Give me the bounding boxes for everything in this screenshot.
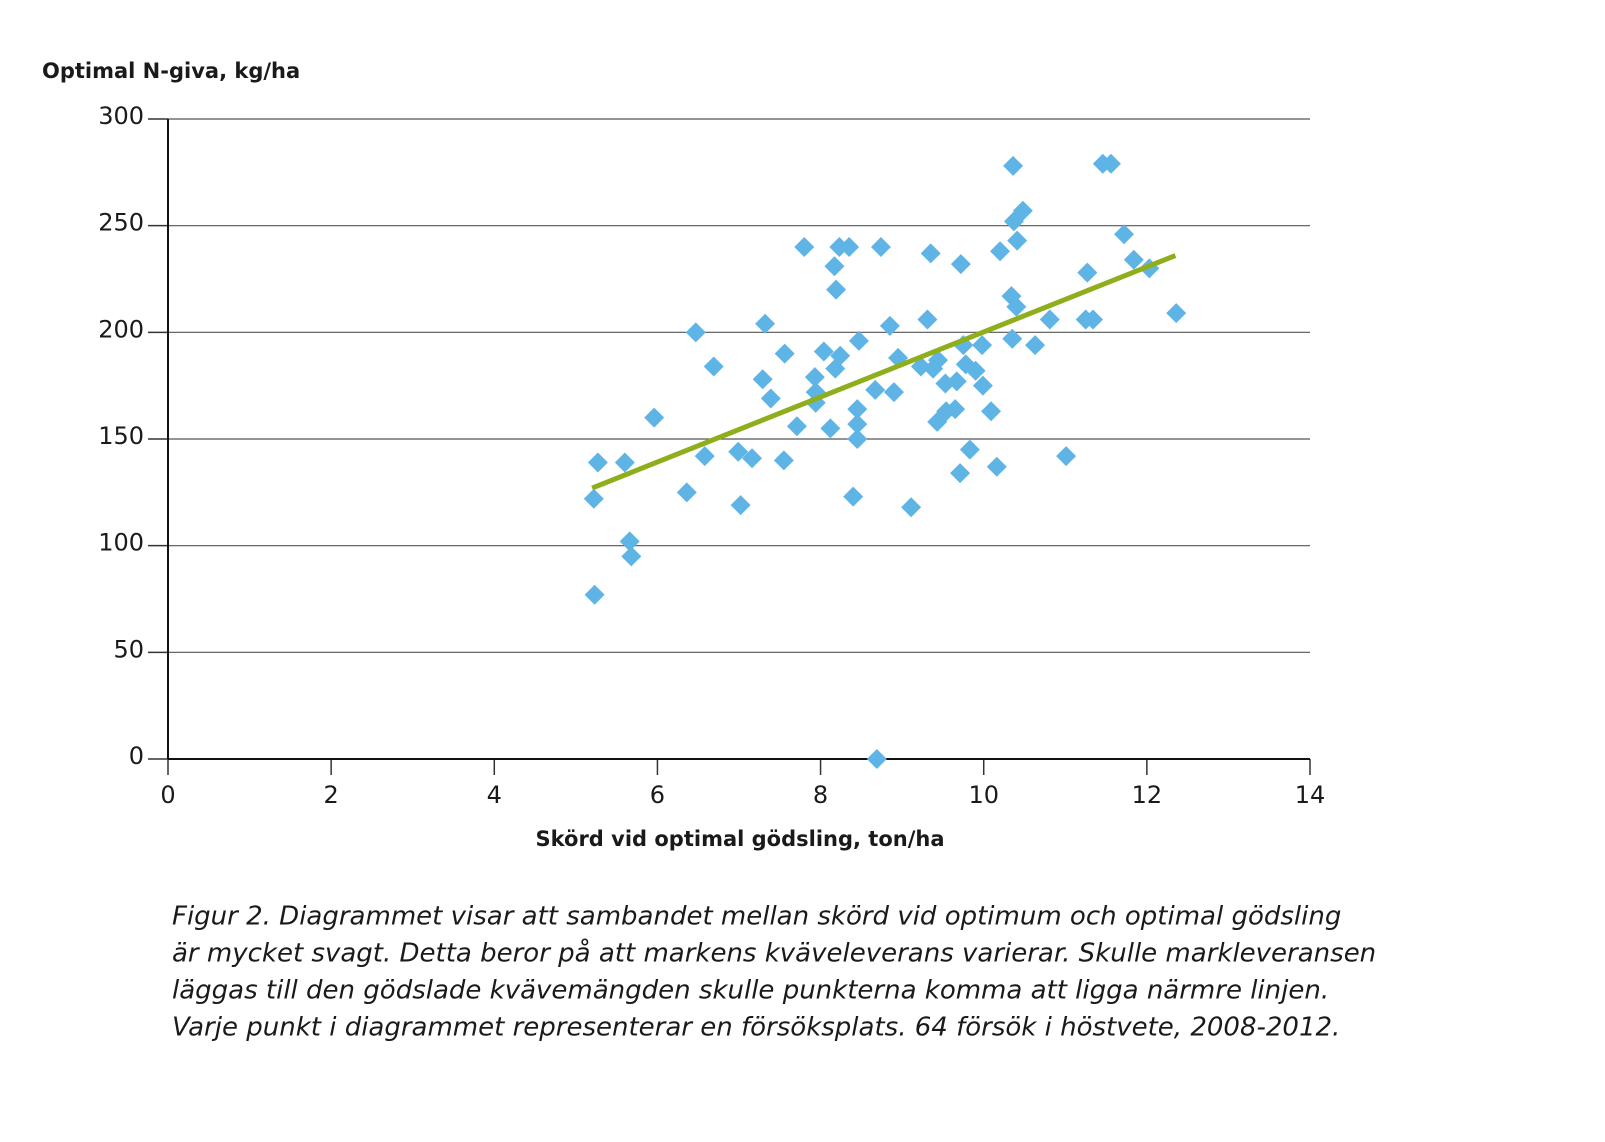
x-tick-label: 14 [1295,781,1326,809]
y-tick-label: 300 [98,102,144,130]
point [826,279,847,300]
point [972,335,993,356]
point [1039,309,1060,330]
point [794,237,815,257]
point [614,452,635,473]
point [848,330,869,351]
point [965,360,986,381]
point [774,343,795,364]
point [972,375,993,396]
point [1114,224,1135,245]
y-tick-label: 100 [98,529,144,557]
y-tick-label: 250 [98,209,144,237]
point [1123,249,1144,270]
point [583,488,604,509]
trend-line [591,253,1177,491]
x-tick-label: 2 [324,781,339,809]
x-tick-label: 10 [968,781,999,809]
point [1100,153,1121,174]
point [847,399,868,420]
point [820,418,841,439]
point [928,350,949,371]
point [865,379,886,400]
point [1002,328,1023,349]
point [752,369,773,390]
x-axis-title: Skörd vid optimal gödsling, ton/ha [535,827,944,851]
y-tick-label: 0 [129,742,144,770]
point [981,401,1002,422]
point [830,345,851,366]
point [1056,446,1077,467]
point [839,237,860,257]
point [950,463,971,484]
point [760,388,781,409]
point [703,356,724,377]
point [959,439,980,460]
point [1006,296,1027,317]
point [619,531,640,552]
point [1007,230,1028,251]
point [945,399,966,420]
x-tick-label: 0 [160,781,175,809]
point [773,450,794,471]
point [1003,155,1024,176]
point [804,367,825,388]
point [917,309,938,330]
point [847,414,868,435]
point [1012,200,1033,221]
point [866,749,887,769]
x-tick-label: 12 [1132,781,1163,809]
point [730,495,751,516]
caption: Figur 2. Diagrammet visar att sambandet … [172,902,1341,932]
point [1025,335,1046,356]
point [685,322,706,343]
y-tick-label: 200 [98,315,144,343]
x-tick-label: 8 [813,781,828,809]
point [742,448,763,469]
point [901,497,922,518]
point [843,486,864,507]
point [847,429,868,449]
point [694,446,715,467]
point [644,407,665,428]
point [879,315,900,336]
point [950,254,971,275]
x-tick-label: 6 [650,781,665,809]
point [1166,303,1187,324]
point [676,482,697,503]
y-tick-label: 150 [98,422,144,450]
point [986,456,1007,477]
point [1077,262,1098,283]
point [587,452,608,473]
point [621,546,642,567]
point [883,382,904,403]
caption: Varje punkt i diagrammet representerar e… [172,1013,1340,1043]
point [786,416,807,437]
caption: läggas till den gödslade kvävemängden sk… [172,976,1329,1006]
x-tick-label: 4 [487,781,502,809]
y-tick-label: 50 [113,635,144,663]
point [1083,309,1104,330]
caption: är mycket svagt. Detta beror på att mark… [172,938,1376,969]
point [584,584,605,605]
point [813,341,834,362]
point [824,256,845,277]
point [990,241,1011,262]
point [755,313,776,334]
point [920,243,941,264]
point [870,237,891,257]
y-axis-title: Optimal N-giva, kg/ha [42,59,300,83]
point [946,371,967,392]
point [728,441,749,462]
